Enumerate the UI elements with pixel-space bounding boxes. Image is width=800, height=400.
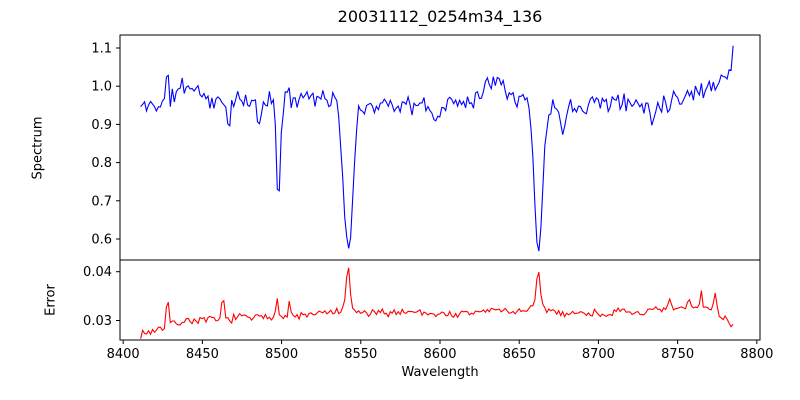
x-tick-label: 8500	[265, 347, 298, 362]
y-tick-label: 0.04	[83, 265, 112, 280]
y-tick-label: 0.9	[91, 118, 112, 133]
spectrum-line	[140, 45, 734, 252]
spectrum-panel-border	[119, 34, 761, 261]
x-tick-label: 8650	[503, 347, 536, 362]
x-tick-label: 8600	[423, 347, 456, 362]
y-tick-label: 0.03	[83, 314, 112, 329]
x-axis-label: Wavelength	[401, 365, 479, 380]
y-tick-label: 0.7	[91, 194, 112, 209]
y-tick-label: 1.1	[91, 41, 112, 56]
error-panel-border	[119, 259, 761, 341]
x-tick-label: 8700	[582, 347, 615, 362]
y-tick-label: 1.0	[91, 80, 112, 95]
y-tick-label: 0.6	[91, 232, 112, 247]
chart-title: 20031112_0254m34_136	[337, 7, 543, 26]
error-line	[140, 267, 734, 339]
x-tick-label: 8800	[740, 347, 773, 362]
x-tick-label: 8550	[344, 347, 377, 362]
y-tick-label: 0.8	[91, 156, 112, 171]
x-tick-label: 8450	[186, 347, 219, 362]
x-tick-label: 8400	[107, 347, 140, 362]
x-tick-label: 8750	[661, 347, 694, 362]
